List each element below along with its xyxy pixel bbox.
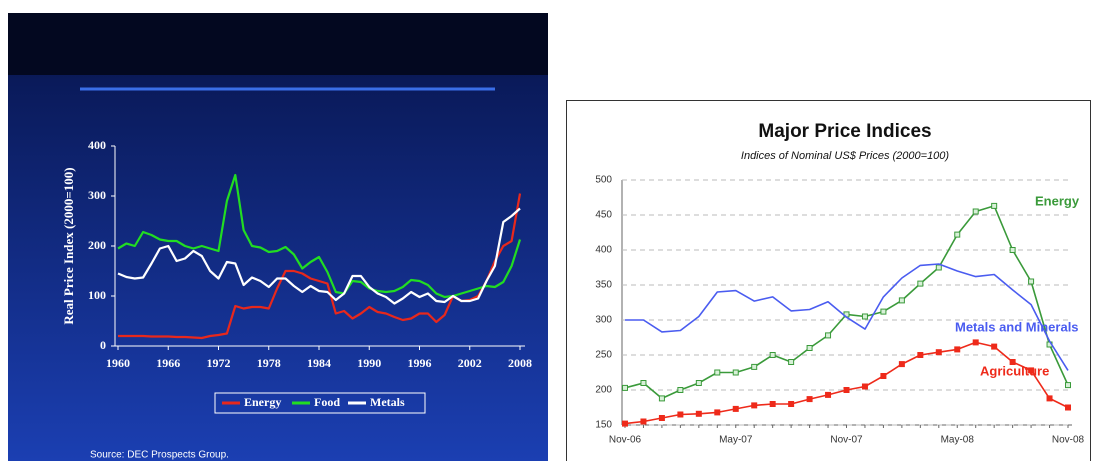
marker — [1065, 382, 1071, 389]
right-panel: Major Price Indices Indices of Nominal U… — [566, 100, 1091, 461]
x-tick-label: Nov-07 — [830, 435, 863, 446]
marker — [825, 391, 832, 398]
marker — [880, 373, 887, 379]
marker — [954, 346, 961, 353]
marker — [714, 409, 721, 416]
marker — [917, 352, 924, 358]
legend-box — [214, 392, 426, 414]
marker — [972, 339, 979, 346]
x-tick-label: Nov-06 — [609, 435, 642, 446]
marker — [640, 380, 647, 386]
marker — [677, 387, 684, 393]
marker — [622, 384, 628, 391]
marker — [769, 401, 776, 407]
marker — [991, 343, 998, 350]
marker — [880, 308, 887, 315]
x-tick-label: 1990 — [357, 356, 381, 370]
marker — [769, 352, 776, 358]
marker — [732, 369, 739, 376]
marker — [935, 349, 942, 356]
y-tick-label: 500 — [595, 175, 612, 186]
marker — [806, 396, 813, 403]
series-line — [625, 263, 1069, 371]
marker — [677, 411, 684, 418]
marker — [898, 297, 905, 304]
x-tick-label: 2008 — [508, 356, 532, 370]
marker — [622, 420, 628, 427]
marker — [825, 332, 832, 339]
x-tick-label: Nov-08 — [1052, 435, 1085, 446]
marker — [1009, 247, 1016, 253]
y-tick-label: 200 — [595, 385, 612, 396]
y-axis-label: Real Price Index (2000=100) — [61, 167, 76, 324]
series-label: Metals and Minerals — [955, 319, 1079, 334]
y-tick-label: 350 — [595, 280, 612, 291]
marker — [1065, 404, 1071, 411]
marker — [861, 313, 868, 320]
marker — [695, 380, 702, 386]
legend-label: Food — [314, 395, 340, 409]
y-tick-label: 250 — [595, 350, 612, 361]
marker — [695, 410, 702, 417]
marker — [861, 383, 868, 390]
y-tick-label: 200 — [88, 238, 106, 252]
y-tick-label: 100 — [88, 288, 106, 302]
marker — [658, 415, 665, 421]
marker — [917, 280, 924, 287]
x-tick-label: May-07 — [719, 435, 753, 446]
x-tick-label: 2002 — [458, 356, 482, 370]
series-label: Agriculture — [980, 363, 1049, 378]
y-tick-label: 400 — [595, 245, 612, 256]
marker — [972, 208, 979, 215]
x-tick-label: 1966 — [156, 356, 180, 370]
series-line — [117, 207, 521, 305]
x-tick-label: May-08 — [941, 435, 975, 446]
source: Source: DEC Prospects Group. — [90, 450, 229, 461]
y-tick-label: 300 — [595, 315, 612, 326]
marker — [751, 402, 758, 409]
chart-subtitle: Indices of Nominal US$ Prices (2000=100) — [741, 150, 950, 162]
legend-label: Energy — [244, 395, 281, 409]
y-tick-label: 150 — [595, 420, 612, 431]
header-band — [8, 13, 548, 75]
marker — [714, 369, 721, 376]
legend-label: Metals — [370, 395, 405, 409]
series-label: Energy — [1035, 193, 1080, 208]
marker — [788, 401, 795, 407]
marker — [935, 264, 942, 271]
y-tick-label: 450 — [595, 210, 612, 221]
panel-border — [566, 100, 1091, 461]
marker — [991, 202, 998, 209]
y-tick-label: 0 — [100, 338, 106, 352]
y-tick-label: 400 — [88, 138, 106, 152]
marker — [1028, 367, 1035, 374]
x-tick-label: 1960 — [106, 356, 130, 370]
marker — [732, 405, 739, 412]
left-panel: Real Price Index (2000=100) Source: DEC … — [8, 13, 548, 461]
marker — [751, 363, 758, 370]
y-tick-label: 300 — [88, 188, 106, 202]
marker — [954, 231, 961, 238]
x-tick-label: 1978 — [257, 356, 281, 370]
marker — [806, 345, 813, 351]
x-tick-label: 1972 — [207, 356, 231, 370]
marker — [1028, 278, 1035, 285]
chart-title: Major Price Indices — [758, 121, 931, 142]
marker — [1009, 359, 1016, 365]
marker — [843, 387, 850, 393]
marker — [1046, 395, 1053, 402]
marker — [788, 359, 795, 365]
marker — [658, 395, 665, 402]
x-tick-label: 1996 — [408, 356, 432, 370]
marker — [898, 361, 905, 368]
x-tick-label: 1984 — [307, 356, 331, 370]
marker — [640, 418, 647, 425]
